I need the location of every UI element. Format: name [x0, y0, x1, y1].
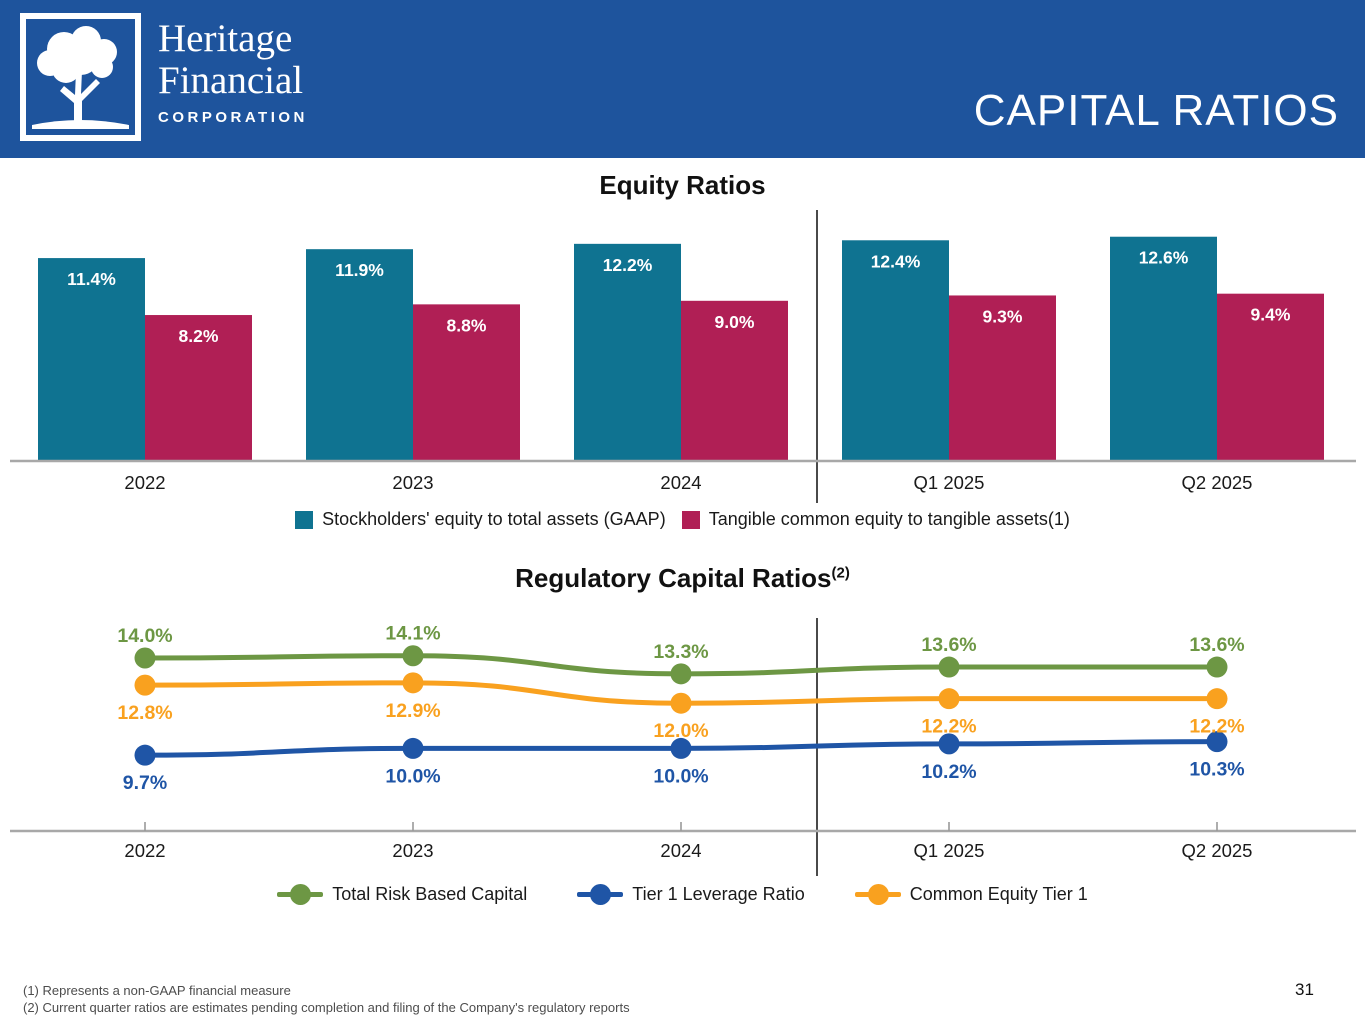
data-point-marker [670, 692, 692, 714]
data-point-marker [134, 744, 156, 766]
x-axis-label: Q1 2025 [914, 840, 985, 861]
legend-item-total-risk: Total Risk Based Capital [277, 884, 527, 905]
company-name: Heritage Financial CORPORATION [158, 17, 308, 127]
regulatory-capital-legend: Total Risk Based Capital Tier 1 Leverage… [0, 884, 1365, 905]
data-point-marker [1206, 656, 1228, 678]
header: Heritage Financial CORPORATION CAPITAL R… [0, 0, 1365, 158]
point-value-label: 12.0% [653, 720, 708, 742]
bar-value-label: 11.9% [335, 260, 384, 280]
bar [574, 243, 681, 461]
x-axis-label: 2022 [124, 472, 165, 493]
bar [1110, 236, 1217, 461]
point-value-label: 14.1% [385, 623, 440, 645]
bar [306, 249, 413, 461]
blue-line-marker-icon [577, 884, 624, 905]
equity-ratios-bar-chart: 11.4% 8.2% 2022 11.9% 8.8% 2023 12.2% 9.0% 2024 1… [10, 210, 1356, 503]
footnote-2: (2) Current quarter ratios are estimates… [23, 1000, 630, 1015]
point-value-label: 9.7% [123, 772, 167, 794]
bar-value-label: 9.0% [715, 312, 755, 332]
legend-label: Common Equity Tier 1 [909, 884, 1088, 904]
x-axis-label: 2023 [392, 472, 433, 493]
x-axis-label: 2024 [660, 840, 701, 861]
legend-item-tier1-leverage: Tier 1 Leverage Ratio [577, 884, 805, 905]
data-point-marker [670, 737, 692, 759]
green-line-marker-icon [277, 884, 324, 905]
legend-label: Tangible common equity to tangible asset… [708, 509, 1070, 529]
point-value-label: 12.2% [1189, 716, 1244, 738]
data-point-marker [1206, 731, 1228, 753]
page-title: CAPITAL RATIOS [973, 86, 1339, 135]
bar [145, 315, 252, 461]
data-point-marker [938, 688, 960, 710]
point-value-label: 13.6% [921, 634, 976, 656]
data-point-marker [134, 674, 156, 696]
bar-value-label: 9.3% [983, 306, 1023, 326]
regulatory-capital-ratios-title: Regulatory Capital Ratios(2) [515, 563, 850, 593]
bar-value-label: 12.4% [871, 251, 921, 271]
legend-label: Stockholders' equity to total assets (GA… [322, 509, 666, 529]
bar [949, 295, 1056, 461]
title-footnote-ref: (2) [831, 564, 850, 582]
data-point-marker [402, 737, 424, 759]
x-axis-label: 2023 [392, 840, 433, 861]
page-number: 31 [1295, 980, 1314, 999]
bar-value-label: 8.2% [179, 326, 219, 346]
legend-item-tangible: Tangible common equity to tangible asset… [681, 509, 1070, 530]
logo-line1: Heritage [158, 17, 293, 60]
data-point-marker [670, 663, 692, 685]
point-value-label: 12.8% [117, 702, 172, 724]
bar-value-label: 9.4% [1251, 305, 1291, 325]
company-logo [20, 13, 141, 141]
point-value-label: 12.2% [921, 716, 976, 738]
equity-ratios-legend: Stockholders' equity to total assets (GA… [0, 509, 1365, 530]
point-value-label: 14.0% [117, 625, 172, 647]
data-point-marker [1206, 688, 1228, 710]
legend-label: Total Risk Based Capital [332, 884, 528, 904]
legend-label: Tier 1 Leverage Ratio [632, 884, 805, 904]
equity-ratios-title: Equity Ratios [599, 170, 766, 200]
logo-line3: CORPORATION [158, 109, 308, 126]
x-axis-label: Q2 2025 [1182, 840, 1253, 861]
point-value-label: 13.6% [1189, 634, 1244, 656]
data-point-marker [938, 733, 960, 755]
data-point-marker [402, 672, 424, 694]
bar [681, 300, 788, 461]
point-value-label: 10.2% [921, 761, 976, 783]
x-axis-label: Q1 2025 [914, 472, 985, 493]
bar-value-label: 12.2% [603, 255, 653, 275]
data-point-marker [134, 647, 156, 669]
data-point-marker [402, 645, 424, 667]
bar-value-label: 8.8% [447, 315, 487, 335]
bar [1217, 293, 1324, 461]
x-axis-label: Q2 2025 [1182, 472, 1253, 493]
crimson-swatch-icon [681, 510, 700, 529]
point-value-label: 10.3% [1189, 759, 1244, 781]
legend-item-gaap: Stockholders' equity to total assets (GA… [295, 509, 666, 530]
point-value-label: 13.3% [653, 641, 708, 663]
point-value-label: 10.0% [385, 765, 440, 787]
tree-icon [32, 26, 129, 129]
data-point-marker [938, 656, 960, 678]
footnotes: (1) Represents a non-GAAP financial meas… [23, 982, 630, 1016]
point-value-label: 12.9% [385, 700, 440, 722]
x-axis-label: 2022 [124, 840, 165, 861]
regulatory-capital-line-chart: 2022 2023 2024 Q1 2025 Q2 2025 14.0% 14.1% 13.3… [10, 618, 1356, 876]
bar [38, 258, 145, 461]
legend-item-cet1: Common Equity Tier 1 [854, 884, 1088, 905]
point-value-label: 10.0% [653, 765, 708, 787]
bar-value-label: 11.4% [67, 269, 116, 289]
x-axis-label: 2024 [660, 472, 701, 493]
bar [413, 304, 520, 461]
bar-value-label: 12.6% [1139, 248, 1189, 268]
footnote-1: (1) Represents a non-GAAP financial meas… [23, 983, 291, 998]
bar [842, 240, 949, 461]
teal-swatch-icon [295, 510, 314, 529]
logo-line2: Financial [158, 59, 304, 102]
orange-line-marker-icon [854, 884, 901, 905]
